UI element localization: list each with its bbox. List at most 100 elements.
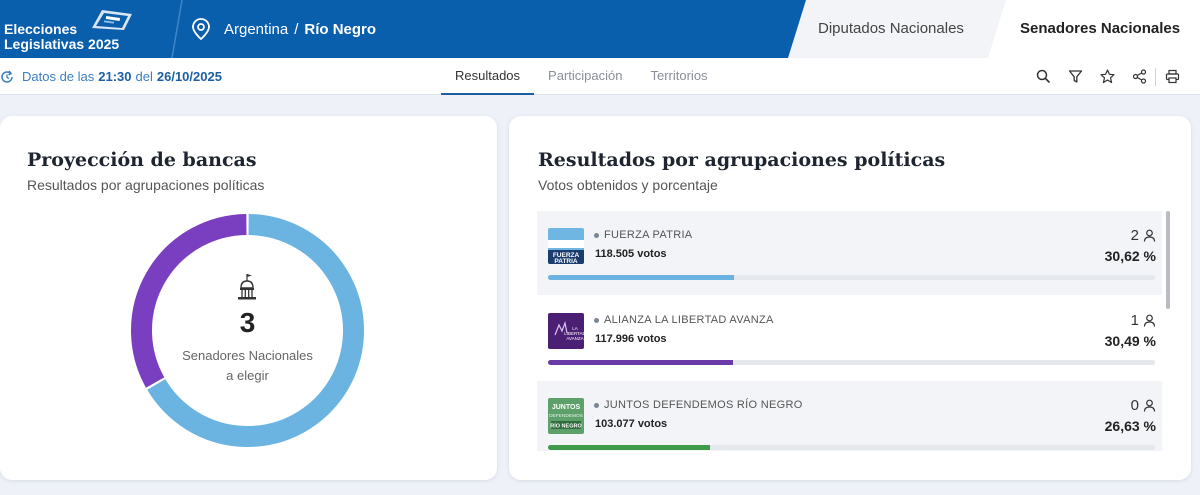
person-icon — [1143, 229, 1156, 242]
tab-senadores[interactable]: Senadores Nacionales — [988, 0, 1200, 58]
vote-bar-track — [548, 275, 1155, 280]
congress-building-icon — [238, 274, 256, 300]
party-seats-value: 2 — [1130, 227, 1139, 244]
datos-mid: del — [135, 69, 153, 84]
party-votes: 117.996 votos — [595, 333, 667, 345]
party-row[interactable]: FUERZA PATRIA FUERZA PATRIA 118.505 voto… — [537, 211, 1162, 295]
svg-text:PATRIA: PATRIA — [554, 258, 578, 264]
total-seats-number: 3 — [239, 307, 256, 338]
seat-projection-subtitle: Resultados por agrupaciones políticas — [27, 177, 265, 193]
tab-senadores-label: Senadores Nacionales — [1020, 20, 1181, 37]
party-row[interactable]: JUNTOS DEFENDEMOS RÍO NEGRO JUNTOS DEFEN… — [537, 381, 1162, 451]
vote-bar-fill — [548, 275, 734, 280]
donut-segment-alianza-la-libertad-avanza[interactable] — [131, 214, 247, 388]
party-name-text: FUERZA PATRIA — [604, 229, 693, 241]
svg-text:RÍO NEGRO: RÍO NEGRO — [550, 422, 582, 430]
seat-projection-title: Proyección de bancas — [27, 149, 257, 171]
logo-line-2: Legislativas 2025 — [4, 36, 120, 52]
party-list-scrollbar[interactable] — [1166, 211, 1170, 309]
party-percent: 30,49 % — [1104, 333, 1156, 349]
party-votes: 118.505 votos — [595, 248, 667, 260]
results-nav: Resultados Participación Territorios — [441, 58, 722, 95]
vote-bar-fill — [548, 360, 734, 365]
status-dot — [594, 402, 599, 408]
svg-text:FUERZA: FUERZA — [553, 252, 580, 259]
status-dot — [594, 232, 599, 238]
toolbar-actions — [1027, 58, 1188, 95]
print-button[interactable] — [1156, 65, 1188, 89]
elecciones-logo[interactable]: Elecciones Legislativas 2025 — [4, 8, 154, 52]
print-icon — [1165, 69, 1179, 84]
vote-bar-fill — [548, 445, 710, 450]
tab-diputados-shape — [788, 0, 1010, 58]
party-votes: 103.077 votos — [595, 418, 668, 430]
vote-bar-track — [548, 445, 1155, 450]
location-pin-icon — [192, 18, 210, 41]
tab-senadores-shape — [988, 0, 1200, 58]
data-timestamp: Datos de las 21:30 del 26/10/2025 — [0, 69, 226, 84]
party-seats: 2 — [1131, 227, 1156, 244]
person-icon — [1143, 399, 1156, 412]
svg-text:DEFENDEMOS: DEFENDEMOS — [549, 413, 583, 419]
location-breadcrumb[interactable]: Argentina / Río Negro — [190, 17, 376, 41]
logo-line-1: Elecciones — [4, 21, 78, 37]
center-label-line-1: Senadores Nacionales — [182, 348, 313, 363]
party-seats-value: 0 — [1130, 397, 1139, 414]
person-icon — [1143, 314, 1156, 327]
party-seats: 0 — [1131, 397, 1156, 414]
refresh-clock-icon — [1, 70, 13, 83]
ballot-box-icon — [92, 10, 132, 30]
sub-toolbar: Datos de las 21:30 del 26/10/2025 Result… — [0, 58, 1200, 95]
party-seats: 1 — [1131, 312, 1156, 329]
party-seats-value: 1 — [1130, 312, 1139, 329]
svg-text:LA: LA — [572, 326, 578, 331]
datos-date: 26/10/2025 — [156, 69, 222, 84]
app-header: Elecciones Legislativas 2025 Argentina /… — [0, 0, 1200, 58]
toolbar-divider — [1155, 67, 1156, 86]
location-province: Río Negro — [304, 20, 377, 38]
datos-time: 21:30 — [98, 69, 132, 84]
favorite-button[interactable] — [1091, 65, 1123, 89]
tab-participacion[interactable]: Participación — [548, 68, 623, 83]
fuerza-patria-logo: FUERZA PATRIA — [548, 228, 584, 264]
center-label-line-2: a elegir — [226, 368, 269, 383]
seat-donut-chart[interactable] — [130, 213, 365, 448]
party-results-card: Resultados por agrupaciones políticas Vo… — [509, 116, 1191, 480]
donut-center: 3 Senadores Nacionales a elegir — [130, 213, 365, 448]
star-icon — [1099, 69, 1115, 84]
svg-text:LIBERTAD: LIBERTAD — [564, 331, 584, 336]
party-percent: 30,62 % — [1104, 248, 1156, 264]
party-name: FUERZA PATRIA — [594, 229, 692, 241]
share-icon — [1132, 69, 1146, 84]
donut-segment-fuerza-patria[interactable] — [147, 214, 364, 447]
share-button[interactable] — [1123, 65, 1155, 89]
party-list[interactable]: FUERZA PATRIA FUERZA PATRIA 118.505 voto… — [537, 211, 1170, 451]
party-name-text: JUNTOS DEFENDEMOS RÍO NEGRO — [604, 399, 803, 411]
party-results-subtitle: Votos obtenidos y porcentaje — [538, 177, 718, 193]
juntos-defendemos-logo: JUNTOS DEFENDEMOS RÍO NEGRO — [548, 398, 584, 434]
location-separator: / — [294, 20, 299, 38]
tab-diputados[interactable]: Diputados Nacionales — [788, 0, 1010, 58]
header-divider — [171, 0, 183, 58]
party-percent: 26,63 % — [1104, 418, 1156, 434]
search-button[interactable] — [1027, 65, 1059, 89]
party-name-text: ALIANZA LA LIBERTAD AVANZA — [604, 314, 774, 326]
party-row[interactable]: LA LIBERTAD AVANZA ALIANZA LA LIBERTAD A… — [537, 296, 1162, 380]
filter-icon — [1068, 70, 1082, 83]
svg-text:AVANZA: AVANZA — [566, 336, 583, 341]
seat-projection-card: Proyección de bancas Resultados por agru… — [0, 116, 497, 480]
tab-diputados-label: Diputados Nacionales — [818, 20, 964, 37]
datos-prefix: Datos de las — [22, 69, 95, 84]
filter-button[interactable] — [1059, 65, 1091, 89]
status-dot — [594, 317, 599, 323]
tab-territorios[interactable]: Territorios — [650, 68, 708, 83]
logo-text: Elecciones Legislativas 2025 — [4, 22, 144, 52]
tab-resultados[interactable]: Resultados — [441, 58, 535, 95]
party-results-title: Resultados por agrupaciones políticas — [538, 149, 946, 171]
party-name: ALIANZA LA LIBERTAD AVANZA — [594, 314, 774, 326]
vote-bar-track — [548, 360, 1155, 365]
party-name: JUNTOS DEFENDEMOS RÍO NEGRO — [594, 399, 803, 411]
location-country: Argentina — [224, 20, 289, 38]
libertad-avanza-logo: LA LIBERTAD AVANZA — [548, 313, 584, 349]
svg-text:JUNTOS: JUNTOS — [552, 404, 581, 411]
